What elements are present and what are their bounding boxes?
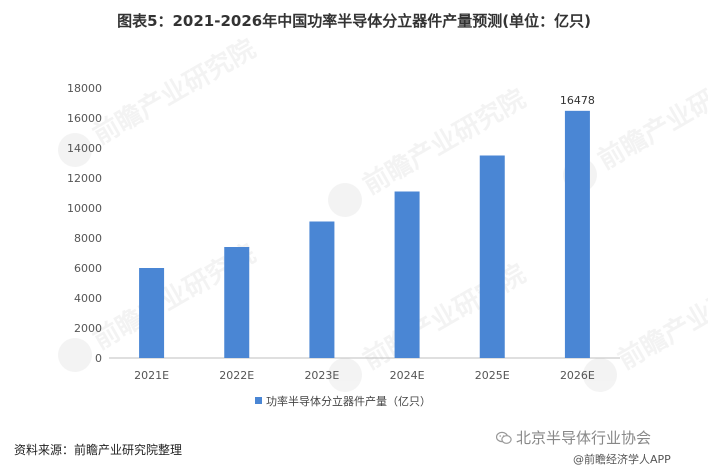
legend-swatch (255, 397, 262, 404)
watermark-mark: 前瞻产业研究院 (583, 258, 708, 392)
x-tick-label: 2022E (219, 369, 254, 382)
y-tick-label: 10000 (67, 202, 102, 215)
wechat-icon (496, 431, 512, 444)
y-tick-label: 6000 (74, 262, 102, 275)
x-tick-label: 2026E (560, 369, 595, 382)
watermark-text: 前瞻产业研究院 (613, 258, 708, 376)
chart-bars (139, 110, 590, 358)
y-tick-label: 2000 (74, 322, 102, 335)
bar (139, 268, 165, 358)
y-tick-label: 12000 (67, 172, 102, 185)
watermark-text: 前瞻产业研究院 (593, 58, 708, 176)
legend-label: 功率半导体分立器件产量（亿只） (266, 394, 431, 408)
wechat-account-name: 北京半导体行业协会 (516, 429, 652, 447)
y-tick-label: 14000 (67, 142, 102, 155)
bar (224, 247, 250, 358)
bar (564, 110, 590, 358)
x-tick-label: 2025E (475, 369, 510, 382)
data-label: 16478 (560, 94, 595, 107)
chart-title: 图表5：2021-2026年中国功率半导体分立器件产量预测(单位：亿只) (117, 12, 591, 30)
watermark-text: 前瞻产业研究院 (88, 33, 261, 151)
x-tick-label: 2024E (390, 369, 425, 382)
watermark-logo-icon (328, 358, 362, 392)
y-tick-label: 18000 (67, 82, 102, 95)
chart-axes: 0 2000 4000 6000 8000 10000 12000 14000 16000 180… (67, 82, 620, 365)
chart-legend: 功率半导体分立器件产量（亿只） (255, 394, 431, 408)
y-tick-label: 4000 (74, 292, 102, 305)
app-watermark: @前瞻经济学人APP (573, 453, 671, 466)
bar (309, 221, 335, 358)
y-tick-label: 16000 (67, 112, 102, 125)
watermark-logo-icon (58, 338, 92, 372)
x-tick-label: 2023E (304, 369, 339, 382)
bar (479, 155, 505, 358)
watermark-logo-icon (583, 358, 617, 392)
wechat-watermark: 北京半导体行业协会 (496, 427, 651, 448)
watermark-text: 前瞻产业研究院 (358, 83, 531, 201)
source-note: 资料来源：前瞻产业研究院整理 (14, 443, 183, 457)
bar (394, 191, 420, 358)
watermark-logo-icon (58, 133, 92, 167)
chart-labels: 2021E 2022E 2023E 2024E 2025E 2026E 16478 (134, 94, 595, 382)
y-tick-label: 8000 (74, 232, 102, 245)
y-tick-label: 0 (95, 352, 102, 365)
watermark-logo-icon (328, 183, 362, 217)
x-tick-label: 2021E (134, 369, 169, 382)
